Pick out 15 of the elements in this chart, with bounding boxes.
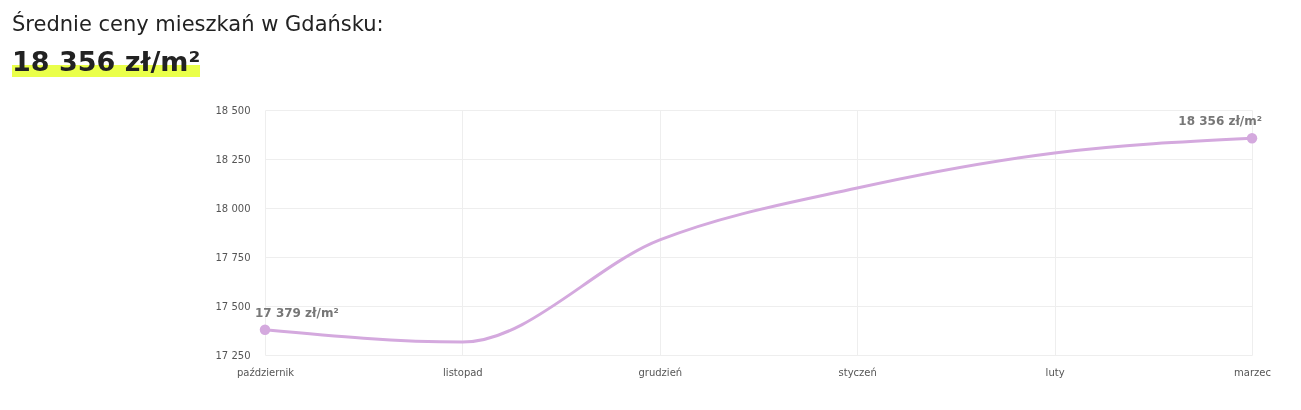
y-tick-label: 18 000 — [215, 202, 251, 214]
y-tick-label: 17 500 — [215, 300, 251, 312]
x-tick-label: styczeń — [838, 366, 877, 378]
x-tick-label: marzec — [1234, 366, 1271, 378]
x-tick-label: luty — [1045, 366, 1065, 378]
x-tick-label: listopad — [443, 366, 483, 378]
y-tick-label: 17 250 — [215, 349, 251, 361]
x-tick-label: grudzień — [638, 366, 683, 378]
data-label: 18 356 zł/m² — [1178, 114, 1262, 129]
y-tick-label: 18 500 — [215, 104, 251, 116]
x-tick-label: październik — [236, 366, 295, 378]
chart-title: Średnie ceny mieszkań w Gdańsku: — [12, 12, 384, 36]
data-label: 17 379 zł/m² — [255, 305, 339, 320]
y-tick-label: 17 750 — [215, 251, 251, 263]
y-tick-label: 18 250 — [215, 153, 251, 165]
